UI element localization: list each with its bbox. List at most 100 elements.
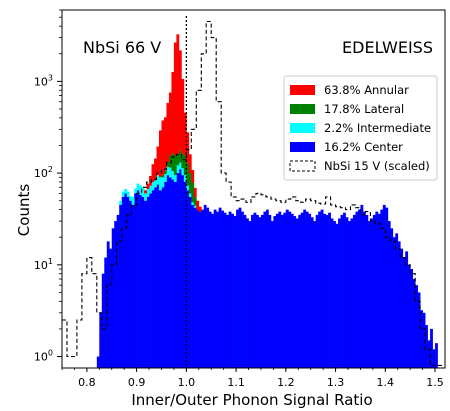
histogram-bar [111, 228, 115, 368]
histogram-bar [178, 169, 182, 368]
x-tick-label: 1.3 [327, 376, 345, 389]
histogram-bar [158, 176, 162, 178]
histogram-bar [171, 171, 175, 180]
histogram-bar [191, 202, 195, 205]
histogram-bar [156, 146, 160, 176]
histogram-bar [181, 168, 185, 176]
x-tick-label: 0.9 [128, 376, 146, 389]
histogram-bar [193, 207, 197, 368]
histogram-bar [173, 155, 177, 176]
histogram-bar [191, 204, 195, 368]
histogram-bar [121, 191, 125, 197]
x-tick-label: 0.8 [78, 376, 96, 389]
histogram-bar [380, 209, 384, 368]
histogram-bar [295, 218, 299, 368]
histogram-bar [278, 211, 282, 368]
histogram-bar [221, 210, 225, 368]
histogram-bar [134, 188, 137, 194]
histogram-bar [188, 154, 192, 174]
histogram-bar [280, 214, 284, 368]
histogram-bar [151, 164, 155, 182]
histogram-bar [183, 155, 187, 176]
histogram-bar [275, 213, 279, 368]
histogram-bar [397, 241, 401, 368]
x-tick-label: 1.2 [277, 376, 295, 389]
histogram-bar [375, 211, 379, 368]
histogram-bar [196, 200, 200, 210]
histogram-bar [243, 214, 247, 368]
histogram-bar [96, 356, 100, 368]
histogram-bar [333, 221, 336, 368]
histogram-bar [124, 193, 128, 368]
x-tick-label: 1.1 [227, 376, 245, 389]
histogram-bar [340, 214, 344, 368]
histogram-bar [131, 196, 135, 205]
histogram-bar [246, 218, 249, 368]
histogram-bar [124, 189, 128, 194]
legend-swatch [290, 85, 315, 95]
histogram-bar [161, 187, 165, 368]
legend-label: 63.8% Annular [324, 83, 409, 97]
histogram-bar [335, 223, 339, 368]
histogram-bar [161, 177, 165, 188]
histogram-bar [435, 343, 438, 368]
histogram-bar [288, 211, 292, 368]
histogram-bar [367, 221, 371, 368]
histogram-bar [420, 310, 423, 368]
histogram-bar [156, 184, 160, 368]
legend-label: NbSi 15 V (scaled) [324, 159, 430, 173]
histogram-bar [330, 218, 334, 368]
histogram-bar [422, 312, 426, 368]
histogram-bar [196, 209, 200, 368]
histogram-bar [149, 185, 152, 194]
histogram-bar [323, 213, 326, 368]
histogram-bar [345, 217, 349, 368]
histogram-bar [188, 193, 192, 197]
histogram-bar [178, 150, 182, 163]
histogram-bar [144, 190, 147, 194]
histogram-bar [308, 213, 312, 368]
histogram-bar [161, 175, 165, 178]
histogram-bar [213, 209, 217, 368]
histogram-bar [146, 196, 150, 368]
histogram-bar [410, 269, 414, 368]
histogram-bar [171, 153, 175, 172]
histogram-bar [283, 212, 287, 368]
histogram-bar [198, 206, 202, 212]
histogram-bar [101, 273, 105, 368]
histogram-bar [251, 214, 254, 368]
histogram-bar [260, 214, 264, 368]
histogram-bar [166, 162, 170, 167]
histogram-bar [402, 257, 406, 368]
histogram-bar [104, 257, 108, 368]
histogram-bar [273, 216, 277, 368]
histogram-bar [315, 214, 319, 368]
histogram-bar [136, 190, 140, 368]
histogram-bar [121, 196, 125, 368]
histogram-bar [203, 204, 207, 368]
histogram-bar [248, 221, 252, 368]
histogram-bar [191, 170, 195, 183]
histogram-bar [362, 211, 366, 368]
histogram-bar [134, 193, 137, 368]
histogram-bar [432, 349, 436, 368]
histogram-bar [176, 153, 180, 166]
histogram-bar [313, 221, 317, 368]
histogram-bar [171, 72, 175, 154]
histogram-bar [357, 209, 361, 368]
histogram-bar [183, 181, 187, 368]
y-tick-exponent: 2 [48, 165, 53, 174]
histogram-bar [171, 179, 175, 368]
histogram-bar [352, 214, 356, 368]
histogram-bar [238, 207, 242, 368]
histogram-bar [151, 190, 155, 368]
histogram-bar [109, 248, 113, 368]
histogram-bar [168, 92, 172, 156]
x-axis-title: Inner/Outer Phonon Signal Ratio [131, 391, 372, 409]
histogram-bar [191, 182, 195, 203]
histogram-bar [149, 175, 152, 186]
histogram-bar [176, 34, 180, 154]
histogram-bar [328, 212, 331, 368]
histogram-bar [325, 214, 329, 368]
histogram-bar [178, 50, 182, 151]
